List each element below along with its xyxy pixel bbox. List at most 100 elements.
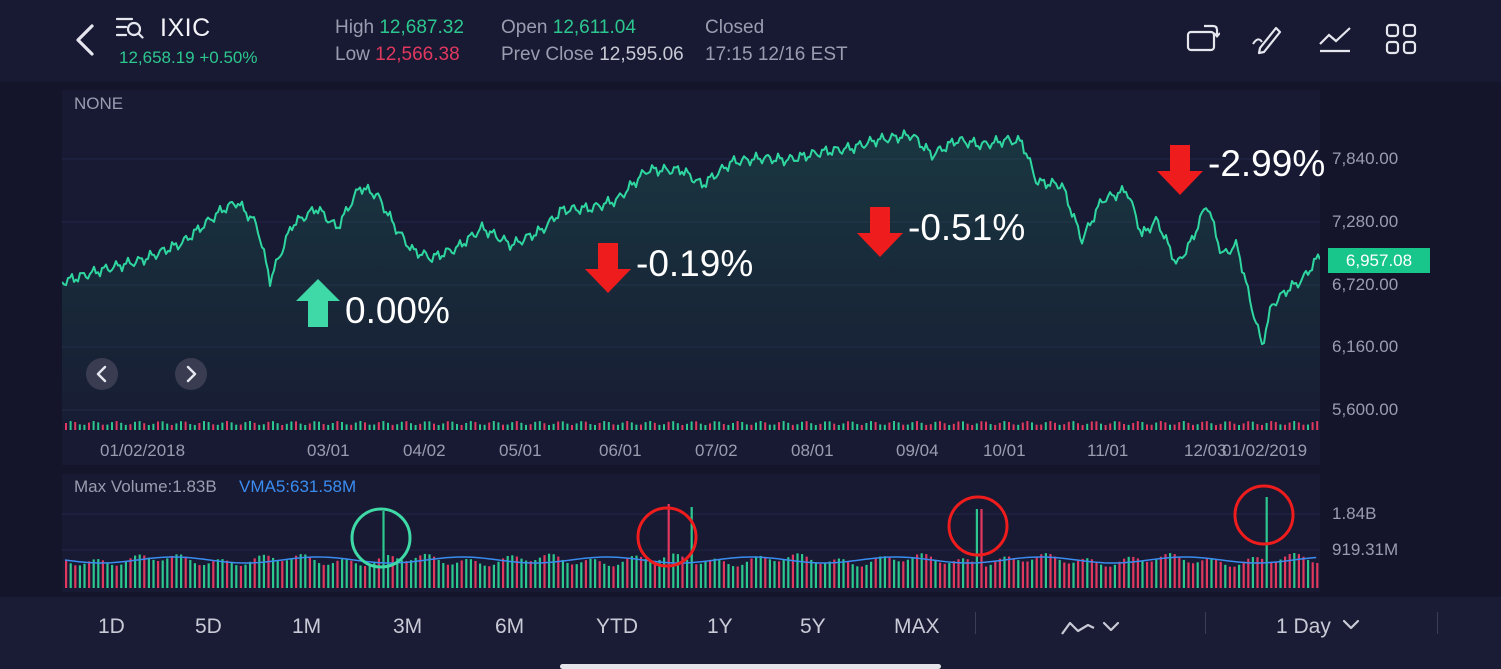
range-3m[interactable]: 3M	[393, 615, 423, 638]
range-1m[interactable]: 1M	[292, 615, 322, 638]
mini-volume-bar	[410, 423, 412, 430]
chart-type-dropdown[interactable]	[1060, 614, 1124, 640]
range-1d[interactable]: 1D	[98, 615, 125, 638]
mini-volume-bar	[943, 423, 946, 430]
volume-bar	[713, 558, 716, 588]
range-ytd[interactable]: YTD	[596, 615, 638, 638]
volume-bar	[626, 558, 629, 588]
range-1y[interactable]: 1Y	[707, 615, 733, 638]
volume-bar	[230, 563, 233, 588]
volume-bar	[235, 565, 238, 588]
mini-volume-bar	[695, 421, 698, 430]
volume-bar	[676, 554, 679, 588]
mini-volume-bar	[345, 424, 348, 430]
mini-volume-bar	[1224, 421, 1227, 430]
mini-volume-bar	[1081, 424, 1084, 430]
range-6m[interactable]: 6M	[495, 615, 525, 638]
draw-icon[interactable]	[1250, 22, 1284, 56]
rotate-screen-icon[interactable]	[1186, 22, 1220, 56]
mini-volume-bar	[778, 422, 780, 430]
market-status-time: 17:15 12/16 EST	[705, 44, 848, 65]
mini-volume-bar	[1104, 424, 1107, 430]
volume-bar	[1251, 557, 1254, 588]
volume-bar	[134, 555, 137, 588]
mini-volume-bar	[391, 424, 394, 430]
volume-bar	[1086, 558, 1089, 588]
mini-volume-bar	[948, 424, 951, 430]
grid-icon[interactable]	[1384, 22, 1418, 56]
range-5d[interactable]: 5D	[195, 615, 222, 638]
mini-volume-bar	[782, 421, 785, 430]
volume-bar	[870, 561, 873, 588]
volume-bar	[552, 554, 555, 588]
indicator-label[interactable]: NONE	[74, 94, 124, 113]
volume-bar	[571, 564, 574, 588]
mini-volume-bar	[1072, 421, 1075, 430]
mini-volume-bar	[262, 424, 265, 430]
volume-bar	[502, 558, 505, 588]
search-list-icon[interactable]	[116, 16, 144, 42]
down-arrow-icon	[857, 207, 903, 257]
mini-volume-bar	[1210, 423, 1213, 430]
mini-volume-bar	[1302, 424, 1305, 430]
volume-bar	[1155, 559, 1158, 588]
volume-bar	[506, 555, 509, 588]
highlight-circle	[350, 507, 412, 569]
volume-bar	[690, 507, 693, 588]
mini-volume-bar	[690, 421, 693, 430]
mini-volume-bar	[805, 421, 808, 430]
mini-volume-bar	[166, 423, 169, 430]
mini-volume-bar	[1095, 421, 1098, 430]
volume-bar	[994, 561, 997, 588]
pan-left-button[interactable]	[86, 358, 118, 390]
volume-bar	[396, 558, 399, 588]
mini-volume-bar	[681, 424, 684, 430]
mini-volume-bar	[497, 422, 500, 430]
volume-bar	[957, 559, 960, 588]
mini-volume-bar	[566, 423, 569, 430]
volume-bar	[722, 561, 725, 588]
x-tick: 06/01	[599, 441, 642, 460]
range-max[interactable]: MAX	[894, 615, 940, 638]
volume-bar	[1178, 556, 1181, 588]
volume-bar	[405, 561, 408, 588]
volume-bar	[147, 557, 150, 588]
volume-bar	[1210, 557, 1213, 588]
mini-volume-bar	[1293, 421, 1296, 430]
volume-bar	[630, 556, 633, 588]
back-icon[interactable]	[70, 22, 100, 58]
mini-volume-bar	[741, 421, 744, 430]
volume-bar	[695, 564, 698, 588]
up-arrow-icon	[296, 279, 340, 327]
volume-bar	[874, 558, 877, 588]
volume-chart[interactable]	[62, 474, 1320, 592]
ticker-symbol[interactable]: IXIC	[160, 14, 211, 42]
mini-volume-bar	[594, 424, 596, 430]
price-area-fill	[62, 130, 1320, 421]
volume-bar	[465, 559, 468, 588]
indicator-icon[interactable]	[1318, 22, 1352, 56]
volume-bar	[810, 559, 813, 588]
mini-volume-bar	[653, 422, 656, 430]
price-chart[interactable]	[62, 90, 1320, 465]
mini-volume-bar	[1233, 423, 1236, 430]
x-tick: 04/02	[403, 441, 446, 460]
mini-volume-bar	[1123, 424, 1125, 430]
volume-bar	[221, 559, 224, 588]
chevron-down-icon	[1342, 619, 1359, 630]
mini-volume-bar	[672, 421, 675, 430]
vma-line	[64, 556, 1317, 564]
volume-bar	[184, 556, 187, 588]
y-tick: 7,840.00	[1332, 149, 1399, 168]
mini-volume-bar	[212, 424, 215, 430]
volume-bar	[1049, 554, 1052, 588]
mini-volume-bar	[1141, 421, 1144, 430]
pan-right-button[interactable]	[175, 358, 207, 390]
mini-volume-bar	[203, 421, 205, 430]
mini-volume-bar	[474, 421, 477, 430]
interval-dropdown[interactable]: 1 Day	[1276, 615, 1361, 639]
mini-volume-bar	[354, 422, 357, 430]
mini-volume-bar	[207, 421, 210, 430]
range-5y[interactable]: 5Y	[800, 615, 826, 638]
mini-volume-bar	[1063, 424, 1066, 430]
